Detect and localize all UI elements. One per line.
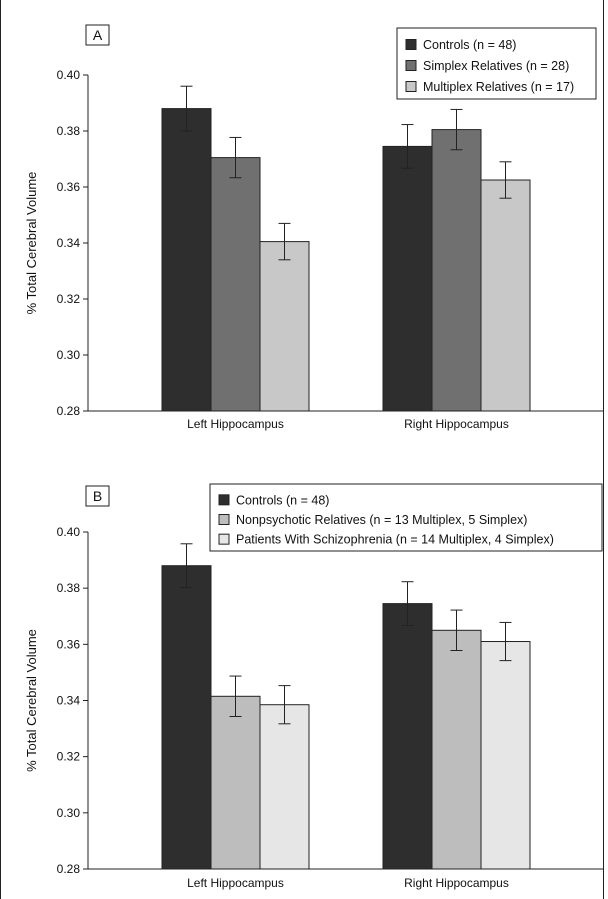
panel-letter-box	[85, 485, 110, 507]
legend-swatch	[218, 494, 230, 506]
x-category-label: Left Hippocampus	[187, 876, 284, 890]
y-tick-label: 0.38	[57, 124, 81, 138]
y-axis-label: % Total Cerebral Volume	[24, 172, 39, 315]
bar	[480, 179, 531, 412]
y-tick-label: 0.34	[57, 236, 81, 250]
panel-letter: A	[93, 27, 103, 43]
y-tick-label: 0.32	[57, 292, 81, 306]
y-tick-label: 0.36	[57, 637, 81, 651]
y-tick-label: 0.28	[57, 862, 81, 876]
bar	[382, 603, 433, 870]
legend-swatch	[405, 39, 417, 50]
legend-entry: Controls (n = 48)	[423, 38, 516, 52]
legend-swatch	[218, 514, 230, 525]
bar	[480, 641, 531, 870]
legend-swatch	[218, 533, 230, 545]
x-category-label: Left Hippocampus	[187, 417, 284, 431]
y-tick-label: 0.36	[57, 180, 81, 194]
legend-swatch	[405, 81, 417, 92]
bar	[382, 145, 433, 412]
x-category-label: Right Hippocampus	[404, 876, 509, 890]
y-tick-label: 0.34	[57, 694, 81, 708]
bar	[161, 108, 212, 412]
bar	[161, 565, 212, 870]
bar	[210, 695, 261, 870]
y-tick-label: 0.30	[57, 348, 81, 362]
bar	[210, 157, 261, 412]
y-tick-label: 0.28	[57, 404, 81, 418]
y-axis-label: % Total Cerebral Volume	[24, 629, 39, 772]
bar	[431, 129, 482, 412]
bar	[259, 704, 310, 870]
legend-swatch	[405, 60, 417, 71]
y-tick-label: 0.32	[57, 750, 81, 764]
bar	[431, 629, 482, 870]
y-tick-label: 0.40	[57, 525, 81, 539]
y-tick-label: 0.30	[57, 806, 81, 820]
legend-entry: Patients With Schizophrenia (n = 14 Mult…	[236, 533, 554, 547]
bar	[259, 241, 310, 412]
y-tick-label: 0.40	[57, 68, 81, 82]
x-category-label: Right Hippocampus	[404, 417, 509, 431]
panel-letter: B	[93, 488, 102, 504]
legend-box	[209, 483, 603, 552]
legend-box	[396, 27, 597, 100]
legend-entry: Nonpsychotic Relatives (n = 13 Multiplex…	[236, 513, 527, 527]
legend-entry: Multiplex Relatives (n = 17)	[423, 80, 574, 94]
legend-entry: Controls (n = 48)	[236, 493, 329, 507]
y-tick-label: 0.38	[57, 581, 81, 595]
legend-entry: Simplex Relatives (n = 28)	[423, 59, 569, 73]
panel-letter-box	[85, 24, 110, 46]
